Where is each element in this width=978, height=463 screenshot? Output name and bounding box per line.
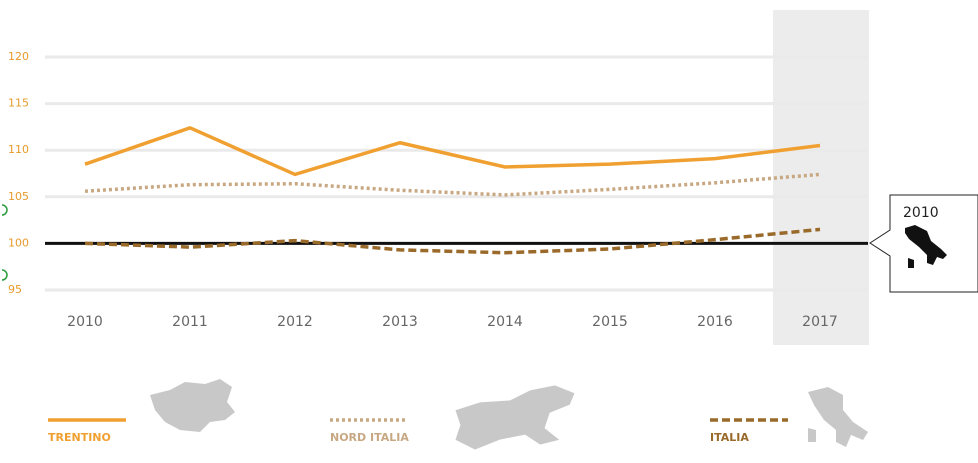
y-tick-label: 115 <box>8 97 29 110</box>
map-nord <box>454 384 576 451</box>
map-trentino <box>150 379 235 432</box>
italy-icon <box>905 225 947 268</box>
x-tick-label: 2014 <box>487 314 523 330</box>
series-line <box>84 227 821 255</box>
y-tick-label: 100 <box>8 236 29 249</box>
series-line <box>84 172 821 197</box>
x-tick-label: 2017 <box>802 314 838 330</box>
legend-label: TRENTINO <box>48 431 111 444</box>
x-tick-label: 2016 <box>697 314 733 330</box>
y-tick-label: 105 <box>8 190 29 203</box>
x-tick-label: 2011 <box>172 314 208 330</box>
x-tick-label: 2013 <box>382 314 418 330</box>
map-italia <box>808 387 868 447</box>
y-tick-label: 95 <box>8 283 22 296</box>
series-line <box>84 125 821 177</box>
x-tick-label: 2015 <box>592 314 628 330</box>
legend-label: ITALIA <box>710 431 749 444</box>
y-tick-label: 110 <box>8 143 29 156</box>
x-tick-label: 2010 <box>67 314 103 330</box>
tooltip-label: 2010 <box>903 205 939 221</box>
decor <box>1 194 978 451</box>
y-tick-label: 120 <box>8 50 29 63</box>
x-tick-label: 2012 <box>277 314 313 330</box>
legend-label: NORD ITALIA <box>330 431 409 444</box>
edge-icon <box>1 204 8 281</box>
